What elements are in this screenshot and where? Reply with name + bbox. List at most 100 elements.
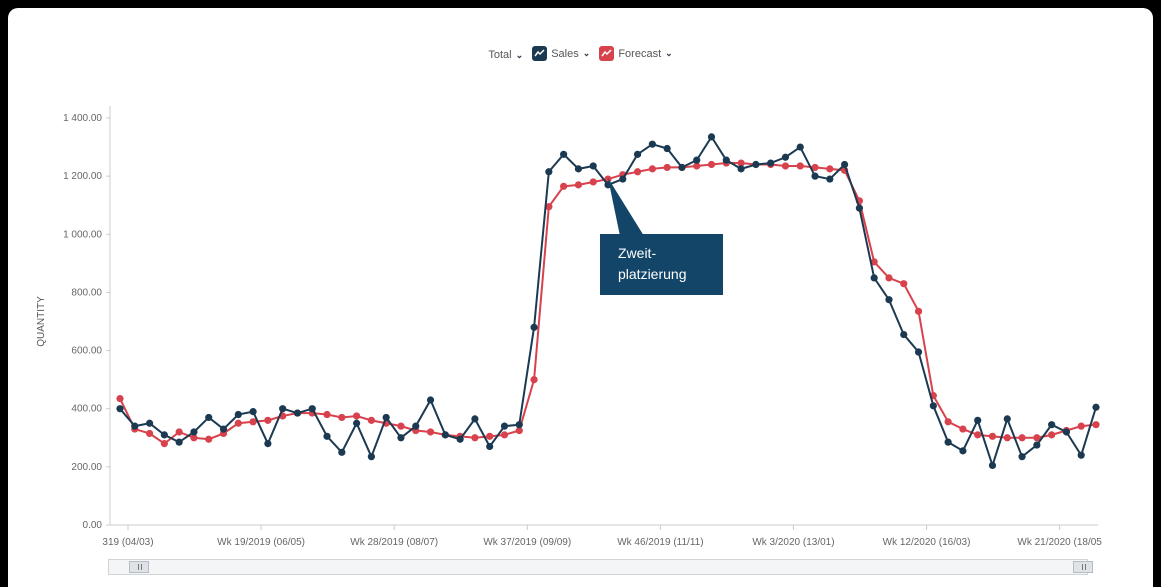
data-point-forecast [515, 426, 523, 435]
data-point-sales [767, 159, 775, 167]
data-point-sales [988, 461, 997, 470]
data-point-forecast [663, 163, 671, 172]
data-point-sales [560, 150, 568, 158]
annotation-callout: Zweit- platzierung [600, 234, 723, 295]
data-point-forecast [145, 429, 154, 438]
range-handle-left[interactable] [129, 561, 149, 573]
data-point-forecast [426, 428, 435, 436]
data-point-forecast [974, 431, 982, 439]
data-point-sales [752, 160, 760, 169]
data-point-sales [219, 425, 228, 433]
legend-item-sales[interactable]: Sales ⌄ [532, 46, 590, 61]
range-handle-right[interactable] [1073, 561, 1093, 573]
x-tick-label: Wk 3/2020 (13/01) [752, 537, 834, 548]
legend-item-total[interactable]: Total ⌄ [488, 49, 523, 61]
data-point-sales [959, 447, 967, 455]
data-point-forecast [486, 432, 494, 440]
data-point-forecast [885, 274, 893, 282]
data-point-sales [1048, 421, 1056, 429]
data-point-forecast [205, 435, 213, 443]
series-line-forecast [119, 162, 1097, 445]
data-point-sales [323, 432, 331, 440]
data-point-forecast [1033, 434, 1041, 442]
data-point-forecast [530, 376, 538, 384]
data-point-sales [397, 434, 405, 442]
x-tick-label: Wk 19/2019 (06/05) [217, 537, 305, 548]
y-tick-label: 0.00 [83, 520, 103, 531]
callout-line-1: Zweit- [618, 245, 657, 261]
x-tick-label: Wk 12/2020 (16/03) [883, 537, 971, 548]
y-tick-label: 600.00 [71, 346, 102, 357]
chart-panel: Total ⌄ Sales ⌄ Forecast ⌄ 0.00 200.00 400… [8, 8, 1153, 587]
data-point-forecast [693, 162, 701, 170]
data-point-sales [885, 296, 893, 304]
data-point-forecast [589, 178, 597, 186]
data-point-sales [633, 150, 642, 158]
data-point-sales [1003, 415, 1011, 423]
data-point-sales [619, 175, 627, 183]
data-point-forecast [1003, 434, 1011, 442]
data-point-sales [826, 175, 834, 183]
data-point-forecast [737, 159, 745, 167]
x-tick-label: Wk 28/2019 (08/07) [350, 537, 438, 548]
data-point-sales [205, 413, 213, 422]
data-point-sales [131, 422, 139, 430]
data-point-sales [1033, 441, 1041, 449]
data-point-sales [663, 144, 671, 153]
data-point-sales [1092, 403, 1100, 411]
line-chart-icon [599, 46, 615, 61]
data-point-forecast [781, 162, 790, 170]
data-point-forecast [500, 431, 509, 439]
data-point-forecast [338, 413, 346, 422]
y-tick-label: 1 200.00 [63, 171, 102, 182]
data-point-sales [1062, 428, 1071, 436]
data-point-sales [249, 408, 257, 416]
data-point-sales [841, 160, 849, 169]
data-point-sales [737, 165, 745, 173]
chevron-down-icon: ⌄ [515, 49, 524, 60]
chevron-down-icon: ⌄ [665, 48, 673, 58]
data-point-forecast [633, 168, 642, 176]
range-scrollbar[interactable] [108, 559, 1093, 575]
data-point-sales [545, 168, 553, 176]
y-tick-label: 800.00 [71, 287, 102, 298]
line-chart: 0.00 200.00 400.00 600.00 800.00 1 000.00 1 20… [36, 106, 1102, 548]
data-point-forecast [175, 428, 183, 436]
data-point-forecast [160, 440, 168, 448]
data-point-forecast [545, 203, 553, 211]
data-point-forecast [707, 160, 716, 169]
data-point-forecast [900, 280, 908, 288]
data-point-sales [589, 162, 597, 170]
data-point-sales [515, 421, 523, 429]
data-point-sales [190, 428, 198, 436]
data-point-sales [929, 402, 937, 410]
y-tick-label: 400.00 [71, 404, 102, 415]
data-point-sales [441, 431, 449, 439]
data-point-sales [530, 323, 538, 331]
y-tick-label: 1 400.00 [63, 113, 102, 124]
data-point-forecast [826, 165, 834, 173]
data-point-sales [974, 416, 982, 424]
legend-item-forecast[interactable]: Forecast ⌄ [599, 46, 673, 61]
data-point-sales [175, 438, 183, 446]
data-point-sales [707, 133, 716, 141]
y-tick-label: 1 000.00 [63, 229, 102, 240]
data-point-forecast [264, 416, 272, 424]
data-point-sales [456, 435, 464, 443]
data-point-sales [870, 274, 878, 282]
data-point-forecast [870, 258, 878, 266]
y-tick-label: 200.00 [71, 462, 102, 473]
data-point-forecast [116, 394, 124, 403]
data-point-forecast [796, 162, 804, 170]
data-point-sales [145, 419, 154, 427]
line-chart-icon [532, 46, 548, 61]
data-point-forecast [353, 412, 361, 420]
y-axis-title: QUANTITY [36, 296, 47, 347]
data-point-sales [781, 153, 790, 161]
data-point-sales [678, 163, 686, 172]
data-point-forecast [604, 175, 612, 183]
data-point-forecast [1077, 422, 1085, 430]
data-point-forecast [190, 434, 198, 442]
data-point-forecast [560, 182, 568, 190]
data-point-sales [944, 438, 952, 446]
